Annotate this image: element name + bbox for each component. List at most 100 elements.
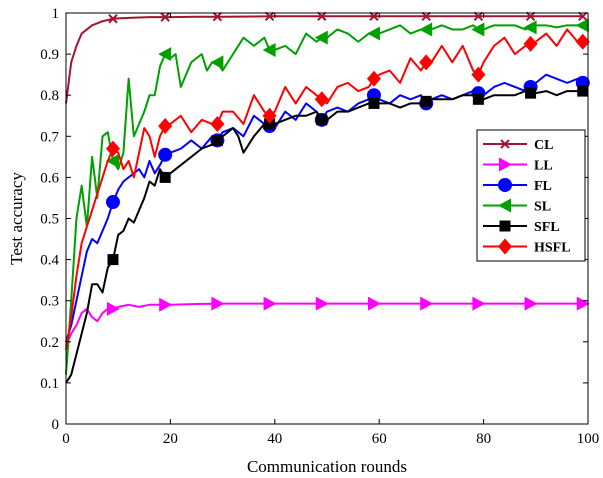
y-tick-label: 0.3 bbox=[40, 294, 59, 310]
legend-marker-hsfl bbox=[498, 238, 512, 255]
legend-entry-fl: FL bbox=[483, 178, 552, 194]
series-ll bbox=[65, 296, 590, 347]
series-marker-sl bbox=[366, 26, 380, 41]
series-marker-ll bbox=[472, 296, 486, 311]
series-marker-ll bbox=[211, 296, 225, 311]
series-marker-sfl bbox=[159, 171, 171, 183]
legend-marker-cl bbox=[500, 139, 510, 149]
series-sl bbox=[65, 18, 589, 375]
series-marker-sl bbox=[105, 153, 119, 168]
series-line-hsfl bbox=[65, 28, 583, 351]
series-marker-ll bbox=[367, 296, 381, 311]
legend-entry-sl: SL bbox=[483, 198, 551, 215]
axes: 0 20 40 60 80 100 0 0.1 0.2 0.3 0.4 0.5 0.6 0.7 0.8 0.9… bbox=[40, 6, 599, 447]
legend: CL LL FL SL SFL HSFL bbox=[476, 129, 586, 262]
series-marker-hsfl bbox=[366, 70, 381, 87]
series-marker-hsfl bbox=[158, 118, 173, 135]
series-marker-ll bbox=[159, 297, 173, 312]
series-marker-ll bbox=[576, 296, 590, 311]
series-marker-cl bbox=[317, 11, 327, 21]
series-marker-sfl bbox=[107, 254, 119, 266]
y-tick-label: 0.7 bbox=[40, 129, 59, 145]
series-marker-hsfl bbox=[471, 66, 486, 83]
series-sfl bbox=[65, 85, 589, 384]
series-marker-sfl bbox=[420, 95, 432, 107]
legend-label-hsfl: HSFL bbox=[534, 241, 571, 256]
x-axis-title: Communication rounds bbox=[247, 457, 407, 476]
series-marker-hsfl bbox=[575, 33, 590, 50]
series-marker-cl bbox=[421, 11, 431, 21]
series-marker-sfl bbox=[264, 118, 276, 130]
series-marker-sl bbox=[575, 18, 589, 33]
x-tick-label: 80 bbox=[476, 431, 491, 447]
series-line-cl bbox=[65, 15, 583, 104]
series-marker-cl bbox=[212, 11, 223, 22]
series-hsfl bbox=[65, 28, 590, 351]
series-marker-ll bbox=[263, 296, 277, 311]
series-marker-sl bbox=[262, 42, 276, 57]
legend-box bbox=[476, 129, 586, 262]
series-marker-ll bbox=[315, 296, 329, 311]
series-marker-sl bbox=[210, 55, 224, 70]
series-marker-ll bbox=[106, 301, 120, 316]
series-marker-hsfl bbox=[314, 91, 329, 108]
series-marker-hsfl bbox=[210, 115, 225, 132]
legend-entry-ll: LL bbox=[483, 157, 553, 174]
y-axis-title: Test accuracy bbox=[7, 172, 26, 265]
y-tick-label: 0.6 bbox=[40, 170, 59, 186]
series-marker-ll bbox=[420, 296, 434, 311]
series-marker-cl bbox=[473, 11, 484, 21]
y-tick-label: 0.8 bbox=[40, 88, 59, 104]
x-tick-label: 100 bbox=[577, 431, 600, 447]
series-marker-sfl bbox=[577, 85, 589, 97]
legend-entry-sfl: SFL bbox=[483, 220, 560, 235]
legend-marker-sfl bbox=[499, 220, 511, 232]
legend-label-ll: LL bbox=[534, 159, 553, 174]
series-marker-sfl bbox=[368, 97, 380, 109]
legend-marker-fl bbox=[498, 178, 512, 192]
series-marker-fl bbox=[158, 147, 173, 162]
series-marker-hsfl bbox=[105, 140, 120, 157]
series-marker-sfl bbox=[211, 134, 223, 146]
legend-marker-ll bbox=[499, 157, 512, 172]
series-marker-sfl bbox=[525, 87, 537, 99]
series-marker-hsfl bbox=[262, 107, 277, 124]
series-marker-cl bbox=[525, 11, 536, 21]
series-line-ll bbox=[65, 302, 583, 347]
y-tick-label: 0.4 bbox=[40, 253, 59, 269]
x-tick-label: 40 bbox=[267, 431, 282, 447]
y-tick-label: 0.9 bbox=[40, 47, 59, 63]
x-tick-label: 0 bbox=[62, 431, 70, 447]
series-marker-cl bbox=[264, 11, 275, 22]
plot-content bbox=[65, 11, 590, 384]
x-tick-label: 60 bbox=[372, 431, 387, 447]
legend-entry-cl: CL bbox=[483, 138, 553, 153]
series-marker-sl bbox=[158, 47, 172, 62]
series-marker-cl bbox=[369, 11, 379, 21]
y-tick-label: 0.1 bbox=[40, 376, 59, 392]
legend-entry-hsfl: HSFL bbox=[483, 238, 571, 256]
legend-marker-sl bbox=[498, 198, 511, 213]
series-marker-cl bbox=[578, 11, 588, 21]
y-tick-label: 0.2 bbox=[40, 335, 59, 351]
legend-label-sl: SL bbox=[534, 200, 551, 215]
y-tick-label: 0.5 bbox=[40, 212, 59, 228]
series-marker-cl bbox=[160, 12, 170, 22]
series-marker-hsfl bbox=[523, 35, 538, 52]
series-marker-sfl bbox=[316, 114, 328, 126]
legend-label-sfl: SFL bbox=[534, 220, 560, 235]
series-marker-sl bbox=[419, 22, 433, 37]
series-marker-sl bbox=[523, 20, 537, 35]
legend-label-fl: FL bbox=[534, 179, 552, 194]
series-marker-cl bbox=[108, 14, 118, 24]
x-tick-label: 20 bbox=[163, 431, 178, 447]
series-marker-fl bbox=[105, 195, 120, 210]
legend-label-cl: CL bbox=[534, 138, 553, 153]
series-marker-sfl bbox=[472, 93, 484, 105]
series-marker-sl bbox=[471, 22, 485, 37]
series-marker-sl bbox=[314, 30, 328, 45]
series-marker-ll bbox=[524, 296, 538, 311]
y-tick-label: 0 bbox=[52, 417, 60, 433]
y-tick-label: 1 bbox=[52, 6, 60, 22]
